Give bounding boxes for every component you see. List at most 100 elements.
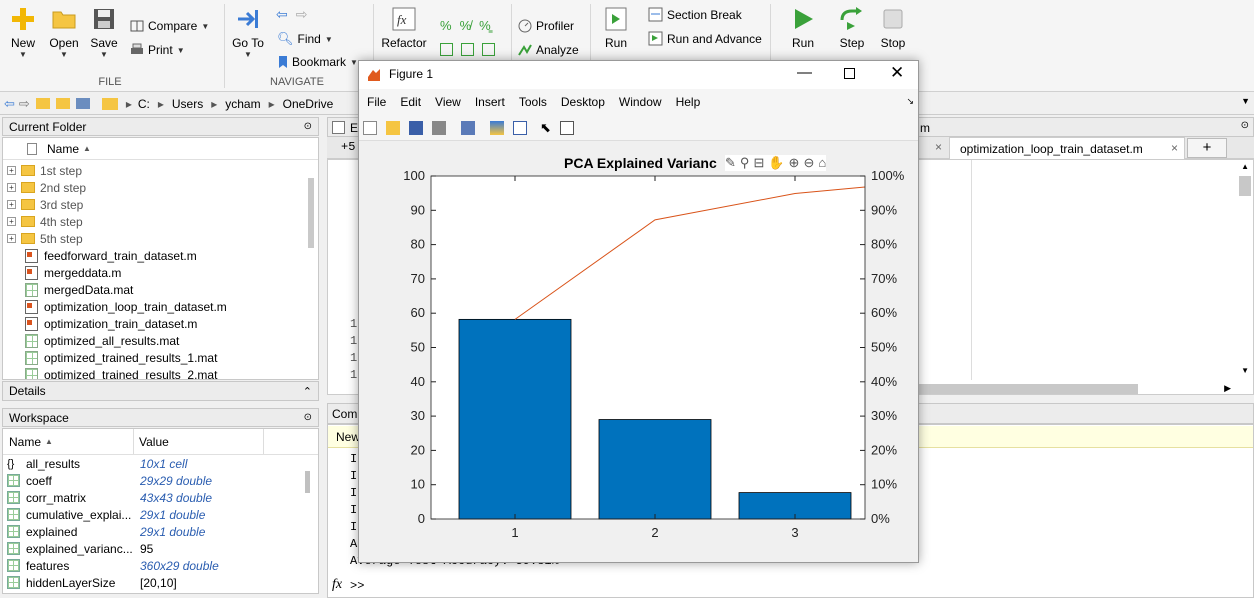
- decrease-indent-icon[interactable]: [482, 43, 495, 56]
- comment-icon[interactable]: %: [440, 18, 452, 33]
- home-icon[interactable]: ⌂: [818, 155, 827, 170]
- function-browser-icon[interactable]: fx: [332, 577, 343, 592]
- uncomment-icon[interactable]: %̸: [459, 18, 472, 33]
- workspace-row[interactable]: explained 29x1 double: [3, 523, 318, 540]
- panel-menu-icon[interactable]: ⊙: [303, 121, 312, 132]
- minimize-icon[interactable]: —: [797, 64, 812, 81]
- workspace-row[interactable]: coeff 29x29 double: [3, 472, 318, 489]
- workspace-row[interactable]: explained_varianc... 95: [3, 540, 318, 557]
- file-item[interactable]: optimization_train_dataset.m: [3, 315, 318, 332]
- print-figure-icon[interactable]: [432, 120, 446, 135]
- zoom-in-icon[interactable]: ⊕: [788, 155, 800, 170]
- file-item[interactable]: optimized_trained_results_2.mat: [3, 366, 318, 379]
- pan-icon[interactable]: ✋: [768, 155, 785, 170]
- figure-title-bar[interactable]: Figure 1 — ✕: [359, 61, 918, 89]
- file-item[interactable]: mergeddata.m: [3, 264, 318, 281]
- close-icon[interactable]: ✕: [890, 63, 905, 82]
- analyze-button[interactable]: Analyze: [518, 43, 579, 57]
- menu-help[interactable]: Help: [675, 95, 701, 109]
- indent-icon[interactable]: [440, 43, 453, 56]
- legend-icon[interactable]: [513, 120, 527, 135]
- stop-button[interactable]: Stop: [876, 6, 910, 50]
- editor-hscroll[interactable]: [918, 384, 1138, 394]
- value-column[interactable]: Value: [134, 429, 264, 454]
- property-inspector-icon[interactable]: [559, 120, 574, 135]
- run-section-button[interactable]: Run: [598, 6, 634, 50]
- menu-edit[interactable]: Edit: [400, 95, 422, 109]
- file-item[interactable]: optimized_all_results.mat: [3, 332, 318, 349]
- up-folder-icon[interactable]: [35, 98, 50, 109]
- compare-button[interactable]: Compare ▼: [130, 19, 209, 33]
- scrollbar[interactable]: [308, 178, 314, 248]
- file-item[interactable]: mergedData.mat: [3, 281, 318, 298]
- workspace-row[interactable]: features 360x29 double: [3, 557, 318, 574]
- path-drive[interactable]: C:: [137, 96, 150, 111]
- save-figure-icon[interactable]: [409, 120, 423, 135]
- save-button[interactable]: Save ▼: [88, 6, 120, 59]
- expand-icon[interactable]: +: [7, 200, 16, 209]
- expand-icon[interactable]: +: [7, 183, 16, 192]
- data-tips-icon[interactable]: ⚲: [739, 155, 750, 170]
- name-column[interactable]: Name ▲: [3, 429, 134, 454]
- folder-item[interactable]: +5th step: [3, 230, 318, 247]
- path-segment[interactable]: OneDrive: [282, 96, 334, 111]
- tab-optimization-loop[interactable]: optimization_loop_train_dataset.m ×: [949, 137, 1185, 159]
- colorbar-icon[interactable]: [490, 120, 504, 135]
- zoom-out-icon[interactable]: ⊖: [803, 155, 815, 170]
- maximize-icon[interactable]: [844, 68, 855, 79]
- run-button[interactable]: Run: [786, 6, 820, 50]
- new-figure-icon[interactable]: [363, 120, 377, 135]
- menu-tools[interactable]: Tools: [518, 95, 547, 109]
- folder-column-header[interactable]: Name ▲: [3, 138, 318, 160]
- search-folder-icon[interactable]: [75, 98, 90, 109]
- path-segment[interactable]: ycham: [225, 96, 261, 111]
- scroll-down-icon[interactable]: ▼: [1241, 366, 1249, 375]
- chevron-up-icon[interactable]: ⌃: [302, 385, 312, 398]
- address-dropdown-icon[interactable]: ▼: [1241, 96, 1250, 106]
- back-icon[interactable]: ⇦: [4, 95, 15, 111]
- expand-icon[interactable]: +: [7, 234, 16, 243]
- open-file-icon[interactable]: [386, 120, 400, 135]
- folder-item[interactable]: +3rd step: [3, 196, 318, 213]
- menu-view[interactable]: View: [435, 95, 461, 109]
- close-icon[interactable]: ×: [935, 140, 943, 154]
- menu-file[interactable]: File: [367, 95, 387, 109]
- expand-icon[interactable]: +: [7, 217, 16, 226]
- menu-insert[interactable]: Insert: [474, 95, 505, 109]
- step-button[interactable]: Step: [834, 6, 870, 50]
- wrap-comment-icon[interactable]: %̳: [479, 18, 491, 33]
- scrollbar[interactable]: [305, 471, 310, 493]
- path-segment[interactable]: Users: [171, 96, 204, 111]
- editor-vscroll[interactable]: [1239, 176, 1251, 196]
- add-tab-button[interactable]: +: [1187, 138, 1227, 158]
- goto-button[interactable]: Go To ▼: [230, 6, 266, 59]
- file-item[interactable]: optimization_loop_train_dataset.m: [3, 298, 318, 315]
- workspace-row[interactable]: {} all_results 10x1 cell: [3, 455, 318, 472]
- panel-menu-icon[interactable]: ⊙: [1240, 120, 1249, 131]
- run-and-advance-button[interactable]: Run and Advance: [648, 31, 762, 46]
- workspace-row[interactable]: corr_matrix 43x43 double: [3, 489, 318, 506]
- scroll-up-icon[interactable]: ▲: [1241, 162, 1249, 171]
- panel-menu-icon[interactable]: ⊙: [303, 412, 312, 423]
- close-icon[interactable]: ×: [1170, 141, 1178, 155]
- rotate-icon[interactable]: ⊟: [753, 155, 765, 170]
- print-button[interactable]: Print ▼: [130, 43, 185, 57]
- open-button[interactable]: Open ▼: [46, 6, 82, 59]
- new-button[interactable]: New ▼: [6, 6, 40, 59]
- folder-item[interactable]: +1st step: [3, 162, 318, 179]
- menu-window[interactable]: Window: [618, 95, 662, 109]
- increase-indent-icon[interactable]: [461, 43, 474, 56]
- bookmark-button[interactable]: Bookmark ▼: [278, 55, 358, 69]
- dock-arrow-icon[interactable]: ↘: [906, 96, 914, 106]
- forward-icon[interactable]: ⇨: [18, 95, 30, 111]
- scroll-right-icon[interactable]: ▶: [1224, 383, 1231, 393]
- workspace-row[interactable]: cumulative_explai... 29x1 double: [3, 506, 318, 523]
- forward-arrow-icon[interactable]: ⇨: [295, 6, 308, 22]
- folder-item[interactable]: +4th step: [3, 213, 318, 230]
- brush-icon[interactable]: ✎: [725, 155, 736, 170]
- find-button[interactable]: 🔍︎ Find ▼: [277, 31, 333, 46]
- folder-item[interactable]: +2nd step: [3, 179, 318, 196]
- command-prompt[interactable]: >>: [350, 579, 365, 593]
- expand-icon[interactable]: +: [7, 166, 16, 175]
- refactor-button[interactable]: fx Refactor: [380, 6, 428, 50]
